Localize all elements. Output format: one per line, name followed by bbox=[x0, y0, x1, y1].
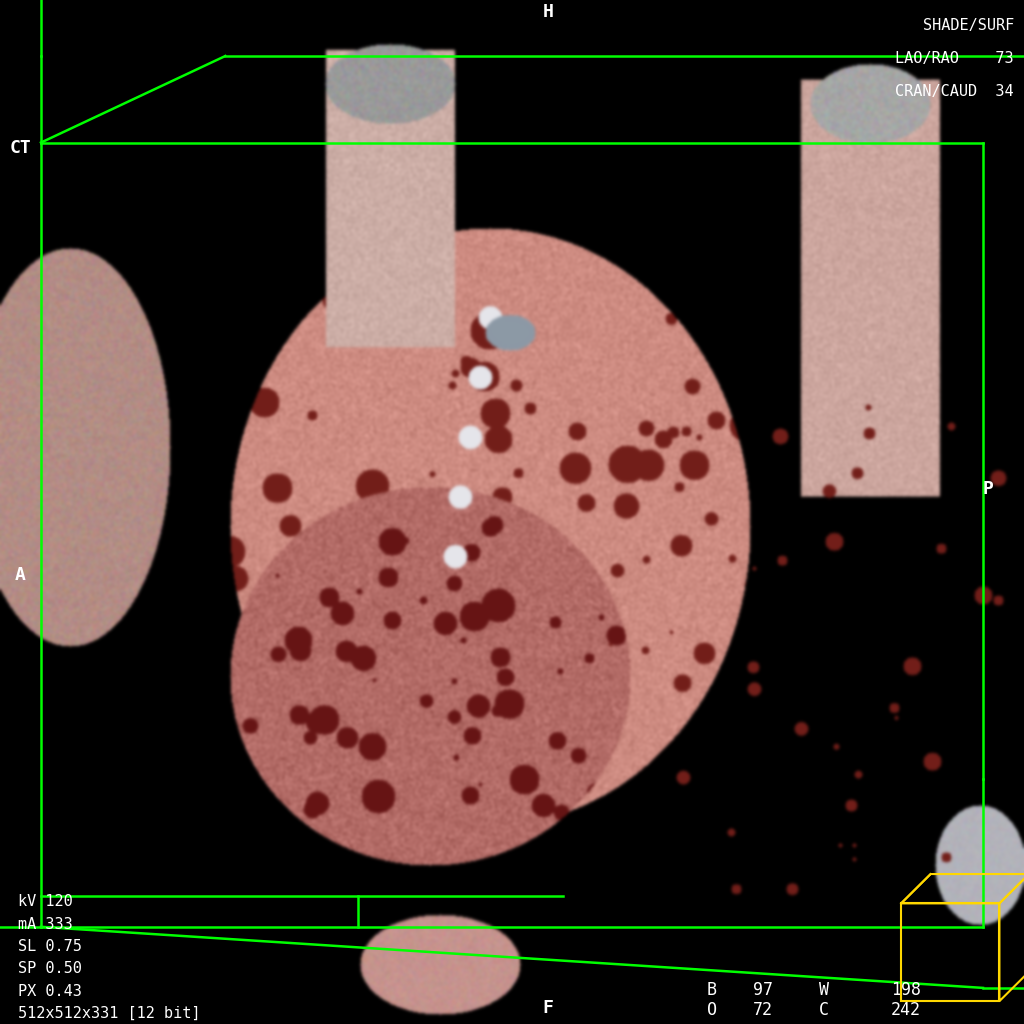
Text: 198: 198 bbox=[891, 981, 921, 998]
Text: 72: 72 bbox=[753, 1001, 773, 1019]
Text: P: P bbox=[983, 480, 993, 498]
Text: LAO/RAO    73: LAO/RAO 73 bbox=[895, 51, 1014, 66]
Text: A: A bbox=[15, 566, 26, 585]
Text: B: B bbox=[707, 981, 717, 998]
Text: SHADE/SURF: SHADE/SURF bbox=[923, 18, 1014, 34]
Text: SP 0.50: SP 0.50 bbox=[18, 962, 82, 977]
Text: mA 333: mA 333 bbox=[18, 916, 73, 932]
Text: 512x512x331 [12 bit]: 512x512x331 [12 bit] bbox=[18, 1007, 201, 1021]
Text: 242: 242 bbox=[891, 1001, 921, 1019]
Text: kV 120: kV 120 bbox=[18, 894, 73, 909]
Text: SL 0.75: SL 0.75 bbox=[18, 939, 82, 954]
Text: F: F bbox=[543, 999, 553, 1017]
Text: 97: 97 bbox=[753, 981, 773, 998]
Text: H: H bbox=[543, 3, 553, 22]
Text: CT: CT bbox=[9, 138, 32, 157]
Text: C: C bbox=[819, 1001, 829, 1019]
Text: O: O bbox=[707, 1001, 717, 1019]
Text: PX 0.43: PX 0.43 bbox=[18, 984, 82, 998]
Text: W: W bbox=[819, 981, 829, 998]
Text: CRAN/CAUD  34: CRAN/CAUD 34 bbox=[895, 84, 1014, 98]
